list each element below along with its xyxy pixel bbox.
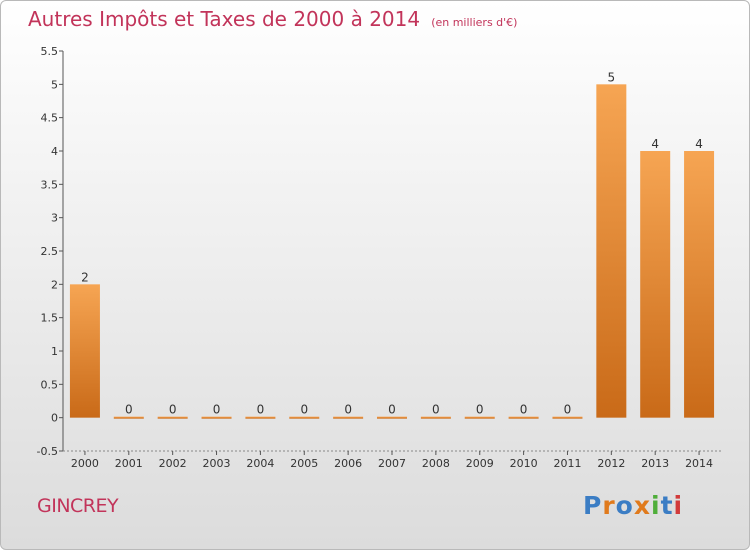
x-tick-label: 2008 — [422, 457, 450, 470]
x-tick-label: 2007 — [378, 457, 406, 470]
x-tick-label: 2014 — [685, 457, 713, 470]
data-label: 0 — [388, 403, 396, 417]
x-tick-label: 2012 — [597, 457, 625, 470]
bar — [157, 416, 188, 419]
bar — [377, 416, 407, 419]
y-tick-label: 2.5 — [41, 245, 59, 258]
bar — [289, 416, 320, 419]
y-tick-label: 0 — [51, 412, 58, 425]
bar — [508, 416, 539, 419]
x-tick-label: 2002 — [159, 457, 187, 470]
data-label: 0 — [564, 403, 572, 417]
y-tick-label: 0.5 — [41, 378, 59, 391]
proxiti-logo[interactable]: Proxiti — [583, 491, 683, 520]
bar — [201, 416, 232, 419]
y-tick-label: 4.5 — [41, 112, 59, 125]
x-tick-label: 2005 — [290, 457, 318, 470]
bar — [245, 416, 276, 419]
chart-title: Autres Impôts et Taxes de 2000 à 2014 — [28, 7, 421, 31]
logo-letter: i — [651, 491, 661, 520]
y-tick-label: 5 — [51, 78, 58, 91]
y-tick-label: 2 — [51, 278, 58, 291]
y-tick-label: -0.5 — [37, 445, 58, 458]
y-tick-label: 1.5 — [41, 312, 59, 325]
bar — [684, 151, 715, 418]
logo-letter: t — [660, 491, 674, 520]
y-tick-label: 3 — [51, 212, 58, 225]
data-label: 0 — [125, 403, 133, 417]
title-row: Autres Impôts et Taxes de 2000 à 2014 (e… — [28, 7, 517, 31]
data-label: 0 — [476, 403, 484, 417]
x-tick-label: 2004 — [246, 457, 274, 470]
bar — [420, 416, 451, 419]
y-tick-label: 5.5 — [41, 45, 59, 58]
data-label: 0 — [520, 403, 528, 417]
data-label: 2 — [81, 270, 89, 284]
data-label: 0 — [432, 403, 440, 417]
y-tick-label: 3.5 — [41, 178, 59, 191]
data-label: 0 — [213, 403, 221, 417]
data-label: 0 — [344, 403, 352, 417]
x-tick-label: 2013 — [641, 457, 669, 470]
x-tick-label: 2009 — [466, 457, 494, 470]
x-tick-label: 2001 — [115, 457, 143, 470]
x-tick-label: 2000 — [71, 457, 99, 470]
bar — [69, 284, 100, 418]
data-label: 4 — [695, 137, 703, 151]
chart-subtitle: (en milliers d'€) — [431, 16, 518, 29]
x-tick-label: 2006 — [334, 457, 362, 470]
bar — [333, 416, 364, 419]
data-label: 4 — [651, 137, 659, 151]
x-tick-label: 2010 — [510, 457, 538, 470]
logo-letter: x — [633, 491, 651, 520]
bar — [640, 151, 671, 418]
data-label: 5 — [608, 70, 616, 84]
logo-letter: i — [673, 491, 684, 520]
x-tick-label: 2003 — [203, 457, 231, 470]
y-tick-label: 4 — [51, 145, 58, 158]
bar — [596, 84, 627, 418]
bar — [113, 416, 144, 419]
bar — [464, 416, 495, 419]
logo-letter: r — [602, 491, 616, 520]
logo-letter: P — [583, 491, 603, 520]
bar — [552, 416, 583, 419]
logo-letter: o — [615, 491, 634, 520]
data-label: 0 — [169, 403, 177, 417]
x-tick-label: 2011 — [553, 457, 581, 470]
data-label: 0 — [300, 403, 308, 417]
data-label: 0 — [257, 403, 265, 417]
commune-name: GINCREY — [37, 495, 119, 517]
y-tick-label: 1 — [51, 345, 58, 358]
